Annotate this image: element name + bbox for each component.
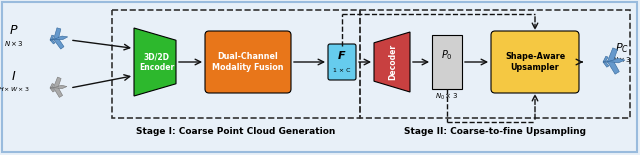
FancyBboxPatch shape bbox=[328, 44, 356, 80]
Text: Stage I: Coarse Point Cloud Generation: Stage I: Coarse Point Cloud Generation bbox=[136, 128, 336, 137]
Text: Decoder: Decoder bbox=[388, 44, 397, 80]
Polygon shape bbox=[607, 62, 620, 74]
Polygon shape bbox=[607, 48, 618, 62]
Bar bbox=[112, 10, 360, 118]
Text: Stage II: Coarse-to-fine Upsampling: Stage II: Coarse-to-fine Upsampling bbox=[404, 128, 586, 137]
Text: Dual-Channel
Modality Fusion: Dual-Channel Modality Fusion bbox=[212, 52, 284, 72]
Polygon shape bbox=[374, 32, 410, 92]
Bar bbox=[360, 10, 630, 118]
Polygon shape bbox=[53, 88, 63, 97]
Polygon shape bbox=[50, 84, 54, 88]
Polygon shape bbox=[50, 36, 68, 40]
Text: Shape-Aware
Upsampler: Shape-Aware Upsampler bbox=[505, 52, 565, 72]
Polygon shape bbox=[50, 35, 54, 40]
Polygon shape bbox=[50, 88, 54, 92]
Text: $P_0$: $P_0$ bbox=[441, 48, 453, 62]
Text: $P$: $P$ bbox=[9, 24, 19, 36]
Polygon shape bbox=[603, 56, 608, 62]
Polygon shape bbox=[603, 62, 609, 67]
Text: $P_C$: $P_C$ bbox=[615, 41, 629, 55]
Text: $N\times3$: $N\times3$ bbox=[612, 55, 632, 64]
Text: 1 × C: 1 × C bbox=[333, 67, 351, 73]
Text: $N_0\times3$: $N_0\times3$ bbox=[435, 92, 458, 102]
Polygon shape bbox=[50, 40, 55, 44]
FancyBboxPatch shape bbox=[491, 31, 579, 93]
Text: 3D/2D
Encoder: 3D/2D Encoder bbox=[140, 52, 175, 72]
Text: $H\times W\times3$: $H\times W\times3$ bbox=[0, 85, 30, 93]
Text: F: F bbox=[338, 51, 346, 61]
Polygon shape bbox=[54, 28, 61, 39]
Polygon shape bbox=[53, 77, 61, 88]
Polygon shape bbox=[50, 85, 67, 89]
Bar bbox=[432, 35, 462, 89]
Polygon shape bbox=[603, 58, 625, 63]
Polygon shape bbox=[54, 39, 64, 49]
Polygon shape bbox=[134, 28, 176, 96]
FancyBboxPatch shape bbox=[205, 31, 291, 93]
Text: $N\times3$: $N\times3$ bbox=[4, 38, 24, 47]
Text: $I$: $I$ bbox=[12, 69, 17, 82]
